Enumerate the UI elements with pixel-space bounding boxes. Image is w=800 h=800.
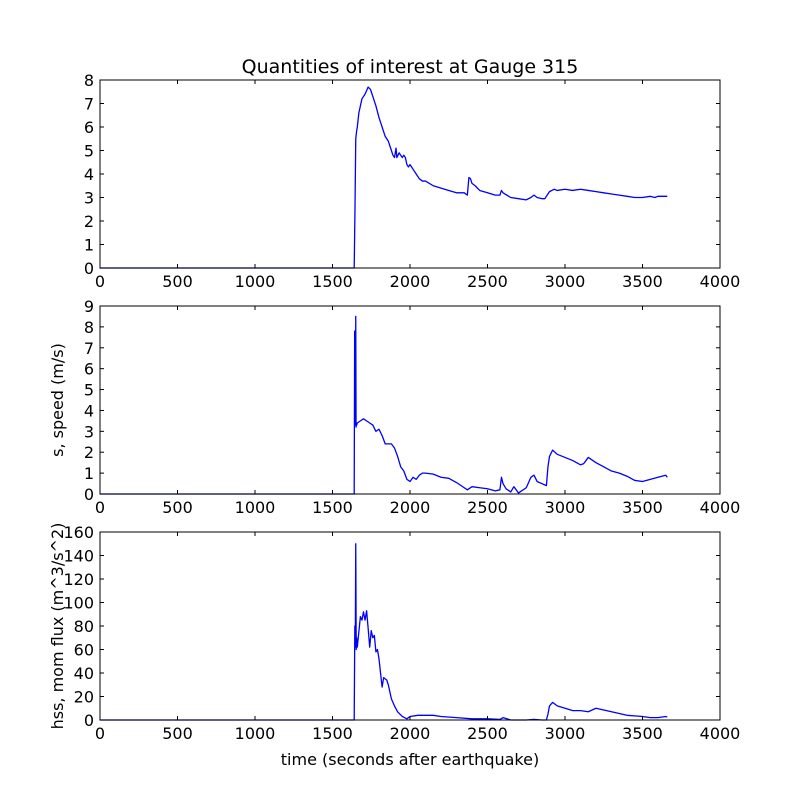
y-tick-label: 120 [63,570,94,589]
x-tick-label: 3000 [545,724,586,743]
y-tick-label: 3 [84,189,94,208]
panels: 0 500 1000 1500 2000 2500 3000 3500 400001234567… [48,71,740,769]
y-tick-label: 3 [84,422,94,441]
y-tick-label: 8 [84,71,94,90]
x-tick-label: 3500 [622,724,663,743]
x-tick-label: 500 [162,272,193,291]
x-tick-label: 2500 [467,498,508,517]
x-axis-label: time (seconds after earthquake) [281,750,539,769]
y-tick-label: 40 [74,664,94,683]
series-line [100,543,668,721]
y-axis-label: s, speed (m/s) [48,343,67,457]
chart-panel-3: 0 500 1000 1500 2000 2500 3000 3500 400002040608… [48,523,740,769]
y-tick-label: 5 [84,142,94,161]
series-line [100,86,668,269]
y-tick-label: 6 [84,118,94,137]
x-tick-label: 2000 [390,724,431,743]
y-tick-label: 20 [74,688,94,707]
x-tick-label: 2500 [467,724,508,743]
x-tick-label: 2500 [467,272,508,291]
y-tick-label: 2 [84,212,94,231]
x-tick-label: 3000 [545,272,586,291]
chart-panel-2: 0 500 1000 1500 2000 2500 3000 3500 400001234567… [48,297,740,517]
x-tick-label: 0 [95,498,105,517]
x-tick-label: 3000 [545,498,586,517]
y-tick-label: 0 [84,485,94,504]
x-tick-label: 3500 [622,272,663,291]
y-axis-label: hss, mom flux (m^3/s^2) [48,523,67,730]
x-tick-label: 2000 [390,272,431,291]
y-tick-label: 80 [74,617,94,636]
y-tick-label: 100 [63,594,94,613]
y-tick-label: 7 [84,339,94,358]
y-tick-label: 0 [84,711,94,730]
x-tick-label: 0 [95,724,105,743]
y-tick-label: 160 [63,523,94,542]
x-tick-label: 500 [162,724,193,743]
y-tick-label: 8 [84,318,94,337]
x-tick-label: 1000 [235,724,276,743]
x-tick-label: 4000 [700,498,741,517]
y-tick-label: 140 [63,547,94,566]
x-tick-label: 1000 [235,498,276,517]
y-tick-label: 1 [84,464,94,483]
x-tick-label: 4000 [700,724,741,743]
x-tick-label: 4000 [700,272,741,291]
y-tick-label: 5 [84,381,94,400]
y-tick-label: 4 [84,401,94,420]
y-tick-label: 0 [84,259,94,278]
x-tick-label: 1500 [312,498,353,517]
y-tick-label: 7 [84,95,94,114]
x-tick-label: 1500 [312,272,353,291]
series-line [100,315,668,495]
y-tick-label: 6 [84,360,94,379]
chart-panel-1: 0 500 1000 1500 2000 2500 3000 3500 400001234567… [84,71,741,291]
y-tick-label: 2 [84,443,94,462]
x-tick-label: 0 [95,272,105,291]
x-tick-label: 1000 [235,272,276,291]
x-tick-label: 500 [162,498,193,517]
figure-title: Quantities of interest at Gauge 315 [242,56,579,78]
y-tick-label: 1 [84,236,94,255]
y-tick-label: 9 [84,297,94,316]
x-tick-label: 1500 [312,724,353,743]
x-tick-label: 3500 [622,498,663,517]
x-tick-label: 2000 [390,498,431,517]
y-tick-label: 4 [84,165,94,184]
y-tick-label: 60 [74,641,94,660]
